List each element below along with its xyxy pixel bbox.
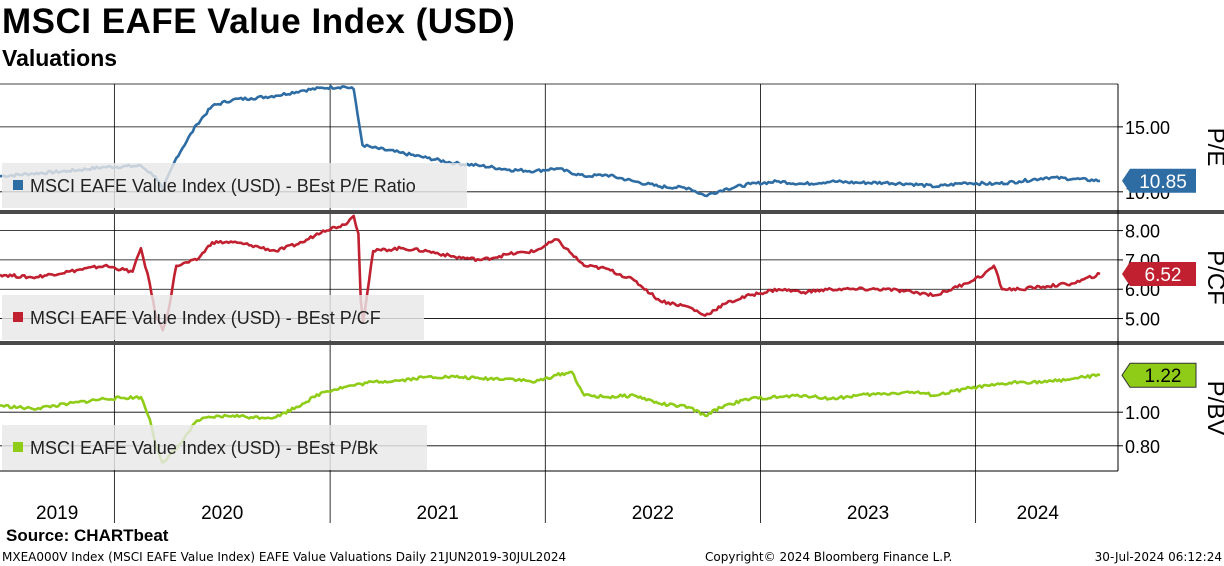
legend-swatch — [13, 442, 23, 452]
legend-box — [2, 425, 427, 470]
line-layer — [0, 85, 1101, 464]
legend-label: MSCI EAFE Value Index (USD) - BEst P/Bk — [30, 438, 379, 458]
x-tick-label: 2019 — [36, 503, 78, 524]
y-tick-label: 0.80 — [1125, 437, 1160, 457]
chart-subtitle: Valuations — [2, 45, 118, 71]
current-value-label: 6.52 — [1145, 265, 1182, 286]
series-line — [0, 214, 1101, 332]
footer-description: MXEA000V Index (MSCI EAFE Value Index) E… — [2, 550, 567, 564]
current-value-tag — [1121, 362, 1197, 388]
x-tick-label: 2021 — [417, 503, 459, 524]
legend-box — [2, 295, 424, 340]
source-label: Source: CHARTbeat — [6, 526, 169, 545]
x-tick-label: 2022 — [632, 503, 674, 524]
footer-copyright: Copyright© 2024 Bloomberg Finance L.P. — [705, 550, 953, 564]
series-line — [0, 85, 1101, 198]
legend-label: MSCI EAFE Value Index (USD) - BEst P/CF — [30, 308, 381, 328]
y-tick-label: 15.00 — [1125, 118, 1170, 138]
current-value-label: 10.85 — [1139, 172, 1187, 193]
legend-label: MSCI EAFE Value Index (USD) - BEst P/E R… — [30, 176, 416, 196]
x-tick-label: 2023 — [847, 503, 889, 524]
x-tick-label: 2020 — [201, 503, 243, 524]
y-tick-label: 8.00 — [1125, 222, 1160, 242]
y-tick-label: 5.00 — [1125, 310, 1160, 330]
y-tick-label: 1.00 — [1125, 403, 1160, 423]
panel-separator — [0, 210, 1224, 214]
current-value-label: 1.22 — [1145, 366, 1182, 387]
legend-layer: MSCI EAFE Value Index (USD) - BEst P/E R… — [2, 163, 467, 470]
footer-timestamp: 30-Jul-2024 06:12:24 — [1094, 550, 1222, 564]
chart-title: MSCI EAFE Value Index (USD) — [2, 2, 516, 41]
frame-layer — [0, 83, 1224, 472]
current-value-tag — [1122, 168, 1196, 193]
axis-layer: 2019 2020 2021 2022 2023 202415.0010.0010.85P… — [36, 118, 1224, 524]
legend-box — [2, 163, 467, 208]
panel-separator — [0, 341, 1224, 345]
x-tick-label: 2024 — [1017, 503, 1060, 524]
axis-title: P/CF — [1202, 250, 1224, 305]
legend-swatch — [13, 312, 23, 322]
legend-swatch — [13, 180, 23, 190]
axis-title: P/BV — [1202, 381, 1224, 436]
axis-title: P/E — [1202, 128, 1224, 167]
current-value-tag — [1122, 261, 1196, 286]
